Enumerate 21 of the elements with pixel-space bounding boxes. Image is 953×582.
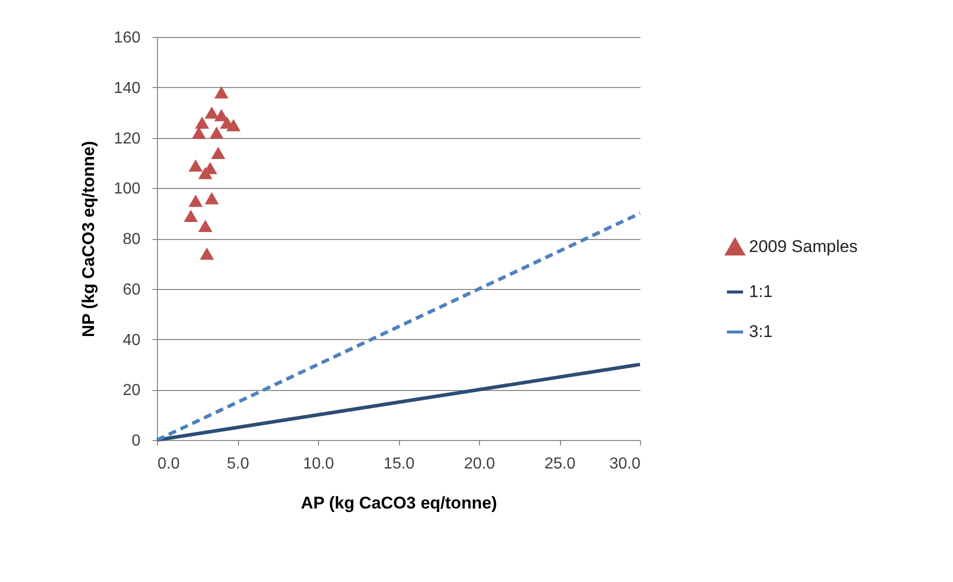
legend-label: 1:1 [749, 282, 773, 301]
y-tick-label: 20 [122, 382, 141, 400]
x-tick-label: 10.0 [302, 456, 334, 472]
y-tick-label: 120 [114, 130, 141, 148]
y-tick-label: 60 [122, 281, 141, 298]
y-tick-label: 80 [122, 231, 141, 248]
x-tick-label: 25.0 [544, 456, 576, 472]
x-tick-label: 15.0 [383, 456, 415, 472]
y-tick-label: 100 [114, 180, 141, 198]
y-axis-title: NP (kg CaCO3 eq/tonne) [78, 140, 98, 338]
y-tick-label: 140 [114, 80, 141, 97]
legend-label: 3:1 [749, 322, 773, 341]
x-tick-label: 0.0 [158, 456, 180, 472]
y-tick-label: 160 [114, 30, 141, 46]
legend-label: 2009 Samples [749, 237, 858, 256]
y-tick-label: 40 [122, 332, 141, 349]
x-tick-label: 5.0 [226, 456, 250, 472]
y-tick-label: 0 [132, 432, 141, 450]
x-tick-label: 30.0 [609, 456, 641, 472]
x-tick-label: 20.0 [464, 456, 496, 472]
x-axis-title: AP (kg CaCO3 eq/tonne) [300, 494, 498, 512]
